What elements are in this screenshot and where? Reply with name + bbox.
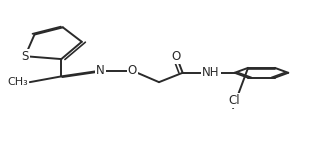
Text: Cl: Cl — [229, 94, 240, 107]
Text: CH₃: CH₃ — [7, 77, 28, 87]
Text: NH: NH — [202, 66, 220, 79]
Text: S: S — [21, 50, 29, 63]
Text: N: N — [96, 64, 105, 77]
Text: O: O — [172, 50, 181, 63]
Text: O: O — [128, 64, 137, 77]
